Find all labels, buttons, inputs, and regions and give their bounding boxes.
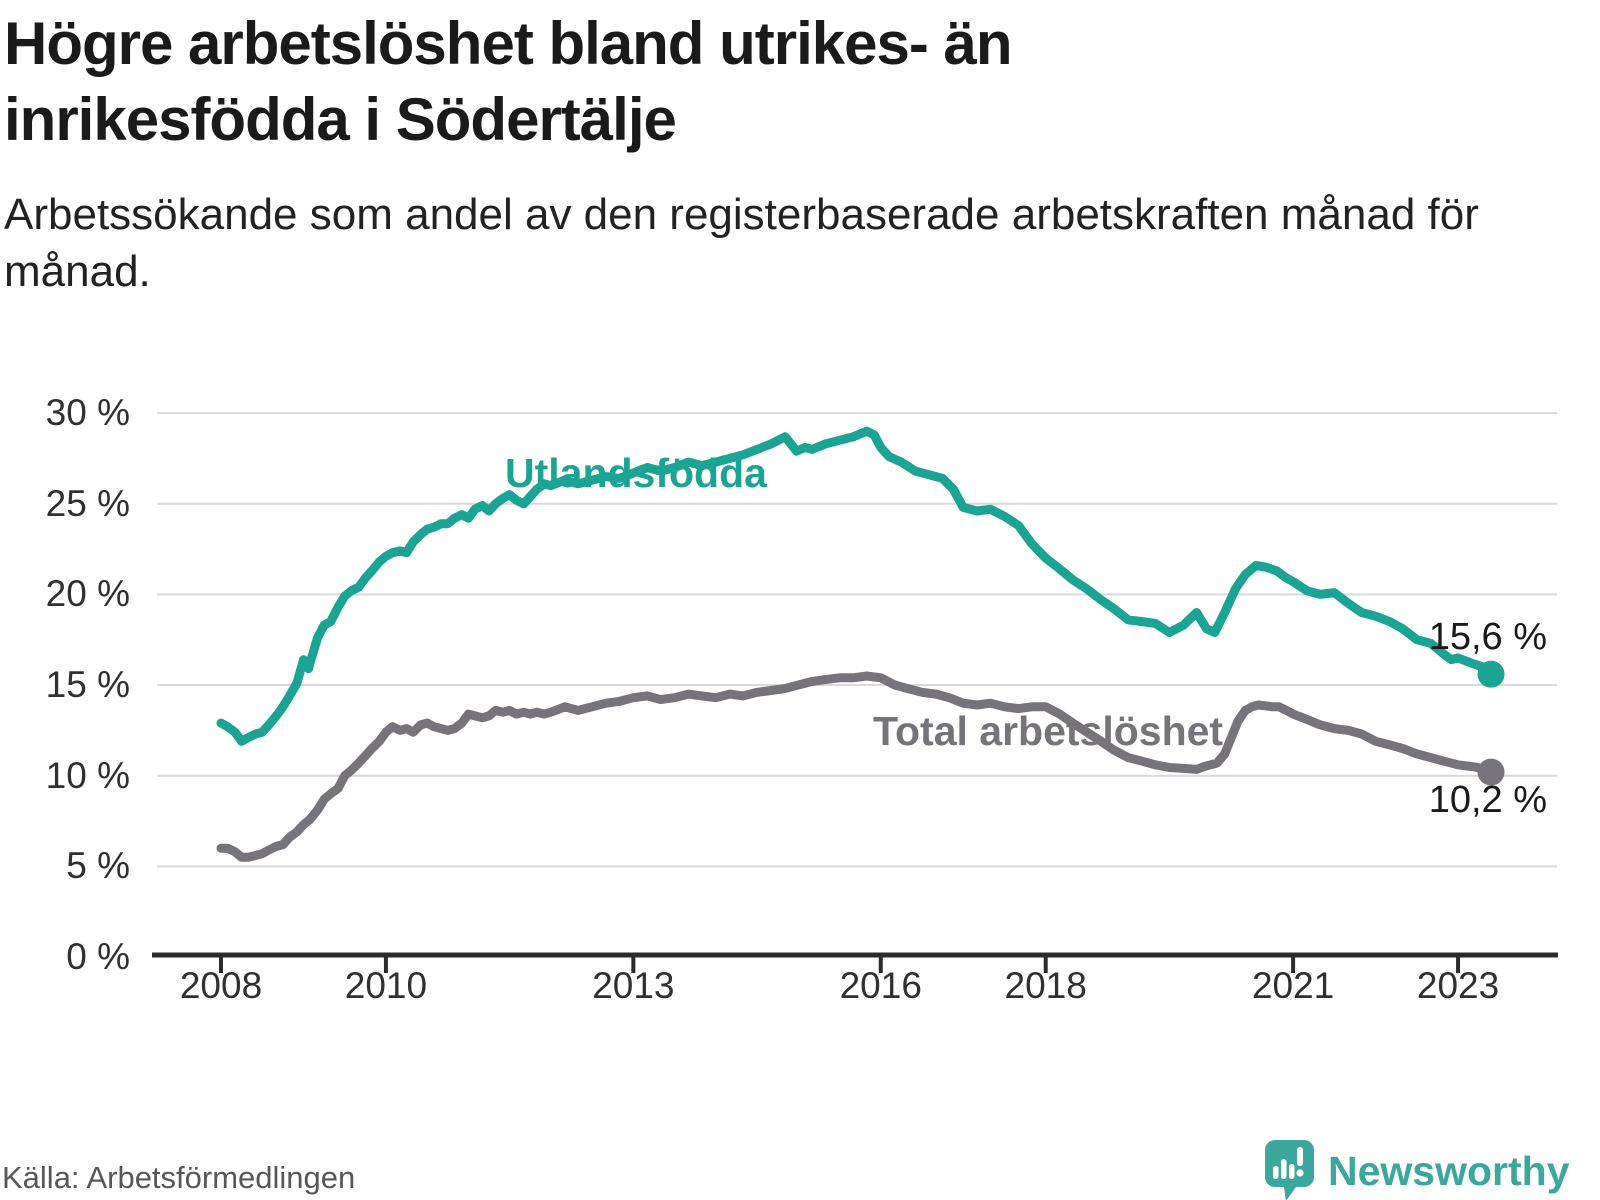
y-tick-label-0: 0 %	[66, 936, 130, 977]
x-tick-label-2008: 2008	[179, 965, 263, 1006]
series-label-utlandsfodda: Utlandsfödda	[505, 450, 767, 496]
source-note: Källa: Arbetsförmedlingen	[2, 1160, 356, 1195]
x-tick-label-2016: 2016	[839, 965, 922, 1006]
y-tick-label-25: 25 %	[45, 482, 130, 524]
end-value-label-total: 10,2 %	[1428, 779, 1547, 821]
page-title: Högre arbetslöshet bland utrikes- än inr…	[4, 10, 1013, 153]
series-label-total-arbetsloshet: Total arbetslöshet	[873, 708, 1224, 754]
y-tick-label-15: 15 %	[45, 664, 130, 706]
x-tick-label-2013: 2013	[592, 965, 675, 1006]
x-tick-label-2021: 2021	[1251, 965, 1335, 1006]
newsworthy-pin-icon	[1265, 1140, 1314, 1200]
y-tick-label-5: 5 %	[66, 845, 130, 887]
end-dot-total-arbetsl-shet	[1477, 758, 1505, 786]
x-tick-label-2010: 2010	[344, 965, 428, 1006]
series-line-utlandsf-dda	[216, 426, 1496, 746]
y-tick-label-10: 10 %	[45, 754, 130, 796]
end-value-label-utlandsfodda: 15,6 %	[1428, 616, 1547, 658]
end-dot-utlandsf-dda	[1477, 660, 1505, 688]
page-subtitle: Arbetssökande som andel av den registerb…	[4, 190, 1479, 296]
x-tick-label-2023: 2023	[1416, 965, 1500, 1006]
newsworthy-wordmark: Newsworthy	[1328, 1147, 1570, 1194]
y-tick-label-30: 30 %	[45, 392, 130, 434]
series-line-total-arbetsl-shet	[216, 671, 1496, 862]
newsworthy-logo: Newsworthy	[1264, 1138, 1570, 1200]
x-tick-label-2018: 2018	[1004, 965, 1087, 1006]
y-tick-label-20: 20 %	[45, 573, 130, 615]
